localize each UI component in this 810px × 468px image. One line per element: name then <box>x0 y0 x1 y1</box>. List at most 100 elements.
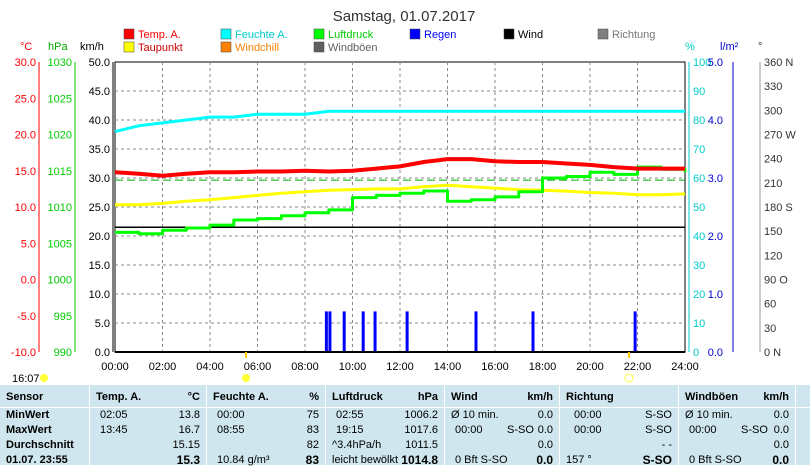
dir-min-time: 00:00 <box>574 409 602 421</box>
gust-current-bft: 0 Bft S-SO <box>689 454 742 466</box>
tick-label-rain: 0.0 <box>708 347 723 359</box>
legend-label: Luftdruck <box>328 29 374 41</box>
wind-avg-value: 0.0 <box>537 439 553 451</box>
tick-label-pct: 50 <box>693 202 705 214</box>
rain-bar <box>474 311 478 352</box>
axis-unit-pct: % <box>685 41 695 53</box>
rain-bar <box>328 311 332 352</box>
series-line-taupunkt <box>115 183 686 207</box>
legend-swatch <box>503 28 515 40</box>
legend-swatch <box>313 28 325 40</box>
hum-min-time: 00:00 <box>217 409 245 421</box>
rain-bar <box>633 311 637 352</box>
wind-current-value: 0.0 <box>536 453 553 467</box>
series-layer <box>114 109 687 353</box>
x-axis-labels: 00:00 02:00 04:00 06:00 08:00 10:00 12:00 14:00… <box>101 361 699 373</box>
rain-bar <box>373 311 377 352</box>
sunrise-marker <box>242 374 250 382</box>
press-max-value: 1017.6 <box>404 424 438 436</box>
dir-current-value: S-SO <box>642 453 672 467</box>
temp-current-value: 15.3 <box>176 453 200 467</box>
tick-label-dir: 360 N <box>764 57 793 69</box>
tick-label-temp: 25.0 <box>15 93 36 105</box>
tick-label-pct: 10 <box>693 318 705 330</box>
tick-label-pct: 100 <box>693 57 711 69</box>
wind-current-bft: 0 Bft S-SO <box>455 454 508 466</box>
row-label-max: MaxWert <box>6 424 52 436</box>
tick-label-kmh: 20.0 <box>89 231 110 243</box>
series-line-temp-a- <box>114 157 685 178</box>
press-min-time: 02:55 <box>336 409 364 421</box>
status-time: 16:07 <box>12 373 40 385</box>
header-humidity-unit: % <box>309 391 319 403</box>
col-wind: Wind km/h Ø 10 min. 0.0 00:00 S-SO 0.0 0… <box>444 385 559 467</box>
legend-swatch <box>220 41 232 53</box>
gust-current-value: 0.0 <box>772 453 789 467</box>
axis-ticks: 30.025.020.015.010.05.00.0-5.0-10.010301… <box>11 57 796 359</box>
tick-label-kmh: 15.0 <box>89 260 110 272</box>
press-forecast: leicht bewölkt <box>332 454 399 466</box>
tick-label-rain: 2.0 <box>708 231 723 243</box>
axis-unit-dir: ° <box>758 41 762 53</box>
tick-label-pct: 70 <box>693 144 705 156</box>
wind-min-value: 0.0 <box>537 409 553 421</box>
tick-label-dir: 210 <box>764 178 782 190</box>
series-line-luftdruck <box>115 165 687 236</box>
dir-max-value: S-SO <box>645 424 672 436</box>
tick-label-dir: 150 <box>764 226 782 238</box>
tick-label-temp: 10.0 <box>15 202 36 214</box>
tick-label-dir: 240 <box>764 154 782 166</box>
gust-max-time: 00:00 <box>689 424 717 436</box>
gust-min-label: Ø 10 min. <box>685 409 733 421</box>
header-sensor: Sensor <box>6 391 44 403</box>
legend-label: Regen <box>424 29 456 41</box>
legend-label: Feuchte A. <box>235 29 288 41</box>
tick-label-pct: 90 <box>693 86 705 98</box>
temp-min-value: 13.8 <box>178 409 200 421</box>
x-tick-label: 16:00 <box>481 361 509 373</box>
col-gust: Windböen km/h Ø 10 min. 0.0 00:00 S-SO 0… <box>678 385 795 467</box>
dir-max-time: 00:00 <box>574 424 602 436</box>
sunset-marker <box>624 373 634 383</box>
header-temp: Temp. A. <box>96 391 142 403</box>
weather-chart: Samstag, 01.07.2017 Temp. A. Feuchte A. Lu… <box>11 8 796 385</box>
tick-label-kmh: 40.0 <box>89 115 110 127</box>
tick-label-dir: 120 <box>764 250 782 262</box>
rain-bar <box>361 311 365 352</box>
tick-label-rain: 5.0 <box>708 57 723 69</box>
chart-title: Samstag, 01.07.2017 <box>333 8 476 25</box>
row-label-current: 01.07. 23:55 <box>6 454 68 466</box>
legend-swatch <box>123 28 135 40</box>
tick-label-rain: 3.0 <box>708 173 723 185</box>
tick-label-dir: 60 <box>764 299 776 311</box>
x-tick-label: 14:00 <box>434 361 462 373</box>
tick-label-hpa: 1020 <box>48 130 72 142</box>
press-current-value: 1014.8 <box>401 453 438 467</box>
press-max-time: 19:15 <box>336 424 364 436</box>
header-direction: Richtung <box>566 391 614 403</box>
tick-label-rain: 4.0 <box>708 115 723 127</box>
col-humidity: Feuchte A. % 00:00 75 08:55 83 82 10.84 … <box>206 385 325 467</box>
tick-label-hpa: 1030 <box>48 57 72 69</box>
tick-label-kmh: 30.0 <box>89 173 110 185</box>
tick-label-kmh: 25.0 <box>89 202 110 214</box>
tick-label-pct: 80 <box>693 115 705 127</box>
x-tick-label: 00:00 <box>101 361 129 373</box>
col-edge <box>795 385 810 465</box>
tick-label-kmh: 45.0 <box>89 86 110 98</box>
press-trend: ^3.4hPa/h <box>332 439 382 451</box>
series-line-feuchte-a- <box>114 109 685 134</box>
press-avg-value: 1011.5 <box>405 439 438 451</box>
gust-max-value: 0.0 <box>773 424 789 436</box>
tick-label-dir: 90 O <box>764 275 788 287</box>
tick-label-kmh: 50.0 <box>89 57 110 69</box>
hum-current-value: 83 <box>305 453 319 467</box>
tick-label-pct: 30 <box>693 260 705 272</box>
dir-min-value: S-SO <box>645 409 672 421</box>
x-tick-label: 06:00 <box>244 361 272 373</box>
wind-max-dir: S-SO <box>507 424 534 436</box>
row-label-min: MinWert <box>6 409 50 421</box>
legend: Temp. A. Feuchte A. Luftdruck Regen Wind Rich… <box>123 28 655 54</box>
hum-abs-value: 10.84 g/m³ <box>217 454 270 466</box>
tick-label-temp: 15.0 <box>15 166 36 178</box>
